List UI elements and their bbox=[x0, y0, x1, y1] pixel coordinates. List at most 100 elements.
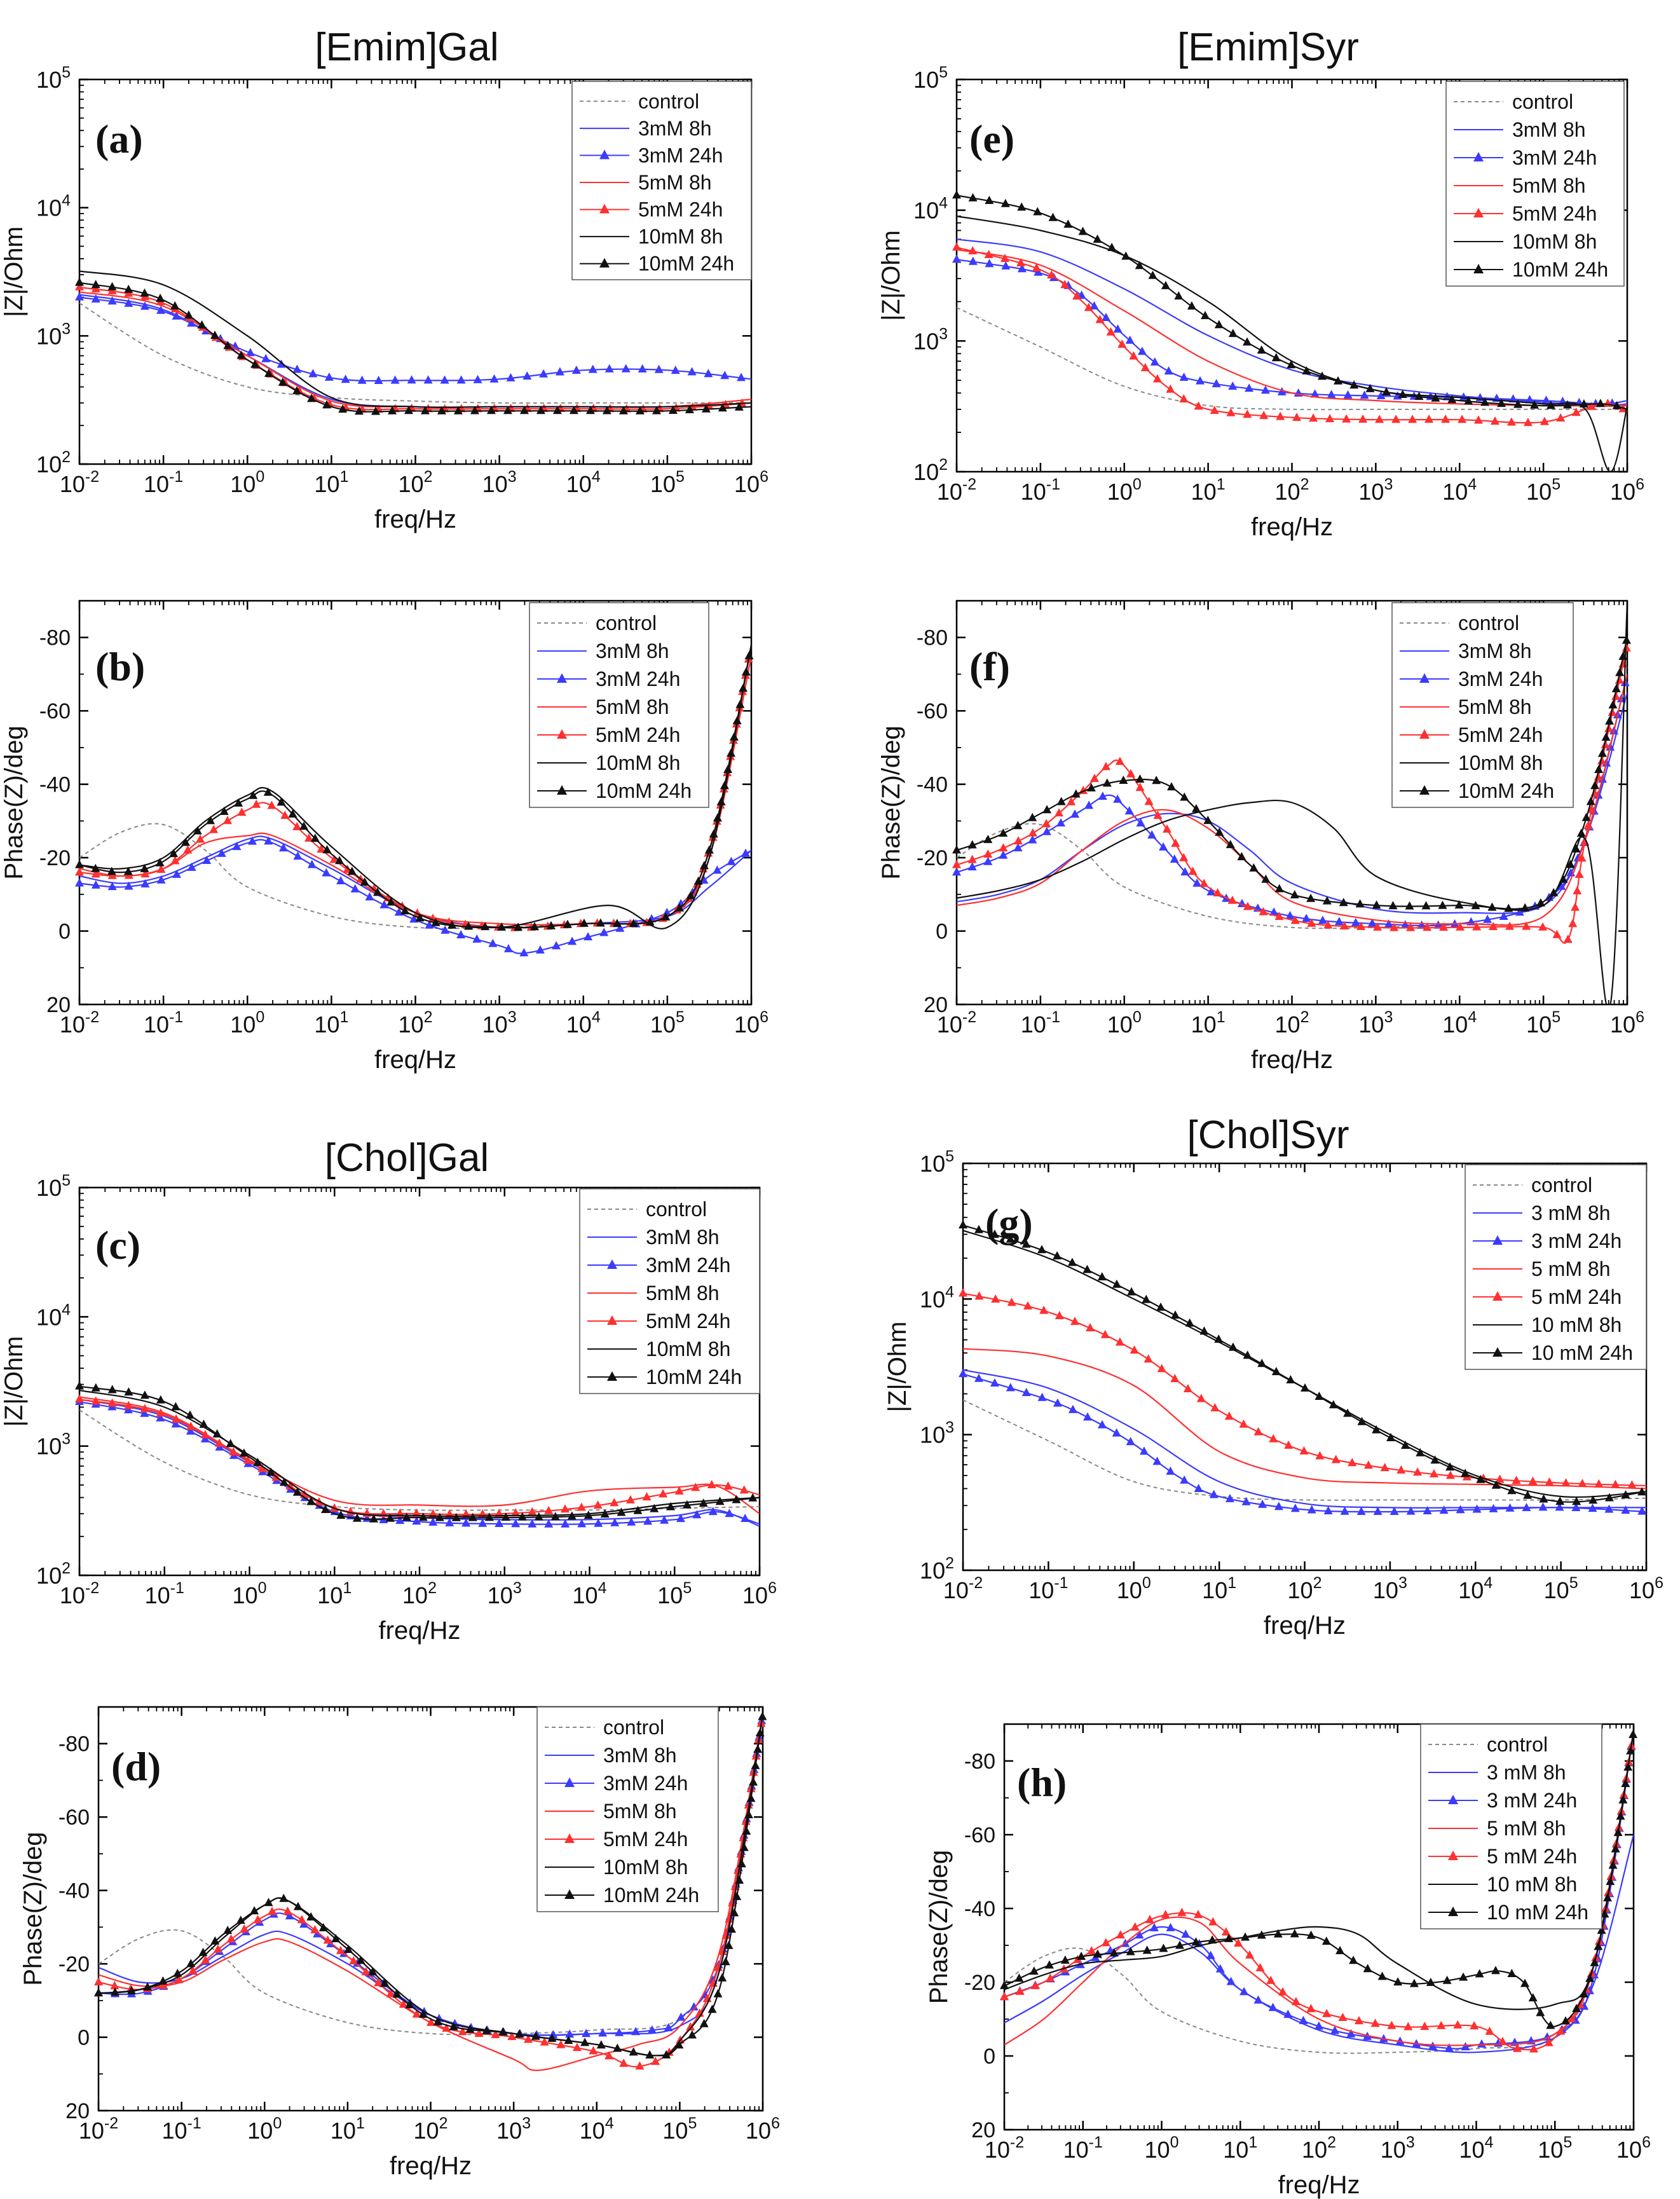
series-marker bbox=[721, 1930, 731, 1939]
series-marker bbox=[692, 1510, 702, 1519]
series-marker bbox=[1611, 683, 1621, 692]
series-marker bbox=[1595, 399, 1605, 408]
series-marker bbox=[1067, 797, 1076, 805]
series-marker bbox=[1301, 1383, 1309, 1392]
series-marker bbox=[322, 400, 332, 409]
series-marker bbox=[1240, 1987, 1249, 1996]
series-marker bbox=[727, 1924, 736, 1933]
x-tick-label: 102 bbox=[399, 468, 433, 497]
series-marker bbox=[671, 366, 680, 374]
series-marker bbox=[991, 1294, 1000, 1303]
series-marker bbox=[968, 193, 978, 202]
series-marker bbox=[967, 854, 977, 863]
legend-marker bbox=[1448, 1907, 1458, 1916]
series-marker bbox=[264, 368, 273, 377]
series-marker bbox=[1372, 1425, 1381, 1434]
legend-marker bbox=[599, 149, 610, 160]
series-marker bbox=[635, 406, 645, 414]
series-marker bbox=[498, 2027, 508, 2036]
series-marker bbox=[1390, 922, 1399, 931]
x-tick-label: 101 bbox=[1202, 1574, 1236, 1603]
series-marker bbox=[94, 1977, 103, 1985]
series-marker bbox=[1278, 1987, 1287, 1996]
series-marker bbox=[107, 882, 117, 891]
series-marker bbox=[1322, 896, 1332, 905]
legend-box bbox=[1420, 1723, 1602, 1929]
series-marker bbox=[959, 1220, 967, 1229]
series-marker bbox=[1611, 691, 1621, 700]
series-marker bbox=[75, 867, 84, 876]
series-marker bbox=[1586, 797, 1595, 805]
series-line-10mm-24h bbox=[957, 195, 1627, 410]
series-marker bbox=[1166, 1922, 1175, 1931]
series-marker bbox=[1056, 797, 1066, 805]
series-marker bbox=[418, 2010, 428, 2018]
series-marker bbox=[728, 1898, 737, 1907]
legend-label: 3mM 8h bbox=[646, 1226, 720, 1249]
series-marker bbox=[124, 284, 133, 293]
series-marker bbox=[1430, 1455, 1440, 1464]
series-marker bbox=[1180, 792, 1189, 801]
legend-label: 5mM 8h bbox=[638, 171, 712, 194]
series-marker bbox=[1290, 1929, 1299, 1938]
series-marker bbox=[1611, 1844, 1620, 1853]
x-tick-label: 10-1 bbox=[1021, 476, 1060, 505]
x-tick-label: 102 bbox=[414, 2114, 448, 2144]
series-marker bbox=[952, 242, 961, 251]
series-marker bbox=[1243, 1350, 1252, 1359]
series-marker bbox=[1622, 635, 1631, 644]
series-marker bbox=[1180, 867, 1190, 875]
series-marker bbox=[331, 1934, 341, 1943]
series-marker bbox=[1013, 821, 1023, 830]
series-marker bbox=[402, 1512, 411, 1521]
series-marker bbox=[687, 2030, 697, 2039]
series-marker bbox=[737, 1859, 746, 1868]
series-marker bbox=[1144, 797, 1154, 805]
series-marker bbox=[335, 856, 345, 865]
series-marker bbox=[412, 2009, 421, 2018]
series-marker bbox=[1637, 1506, 1647, 1515]
series-marker bbox=[1315, 1392, 1324, 1400]
series-marker bbox=[1615, 668, 1625, 676]
series-marker bbox=[1349, 1956, 1358, 1964]
series-marker bbox=[468, 1512, 477, 1521]
series-marker bbox=[547, 921, 556, 929]
series-marker bbox=[952, 860, 961, 868]
series-marker bbox=[1306, 1930, 1316, 1939]
legend-label: 3mM 24h bbox=[1458, 668, 1543, 690]
legend-label: 5mM 8h bbox=[1512, 174, 1586, 197]
series-marker bbox=[343, 865, 352, 873]
series-marker bbox=[1206, 887, 1216, 896]
series-marker bbox=[1042, 819, 1051, 828]
series-marker bbox=[1541, 395, 1551, 404]
series-marker bbox=[550, 1512, 560, 1521]
series-marker bbox=[1307, 1505, 1316, 1514]
series-marker bbox=[1520, 903, 1530, 912]
series-marker bbox=[239, 1448, 249, 1457]
y-tick-label: -60 bbox=[58, 1805, 90, 1830]
x-tick-label: 104 bbox=[566, 1008, 601, 1038]
series-marker bbox=[1258, 1499, 1267, 1508]
series-marker bbox=[1180, 1475, 1189, 1484]
series-marker bbox=[1291, 1997, 1301, 2006]
x-axis-title: freq/Hz bbox=[1264, 1612, 1346, 1640]
legend-box bbox=[529, 602, 709, 808]
series-marker bbox=[229, 1447, 238, 1456]
series-marker bbox=[1621, 1779, 1630, 1787]
series-marker bbox=[478, 1518, 488, 1527]
series-marker bbox=[577, 1502, 586, 1511]
series-marker bbox=[617, 1507, 626, 1516]
x-tick-label: 104 bbox=[573, 1579, 607, 1608]
series-marker bbox=[511, 1519, 521, 1528]
series-marker bbox=[124, 1401, 133, 1409]
x-tick-label: 105 bbox=[662, 2114, 697, 2144]
series-marker bbox=[1097, 1272, 1107, 1280]
series-marker bbox=[1578, 1479, 1587, 1488]
series-marker bbox=[662, 908, 672, 916]
series-marker bbox=[629, 2047, 638, 2056]
series-marker bbox=[355, 406, 364, 415]
series-marker bbox=[223, 341, 233, 350]
series-marker bbox=[1135, 783, 1145, 791]
series-marker bbox=[1557, 881, 1566, 890]
legend-label: 10 mM 8h bbox=[1487, 1873, 1577, 1896]
